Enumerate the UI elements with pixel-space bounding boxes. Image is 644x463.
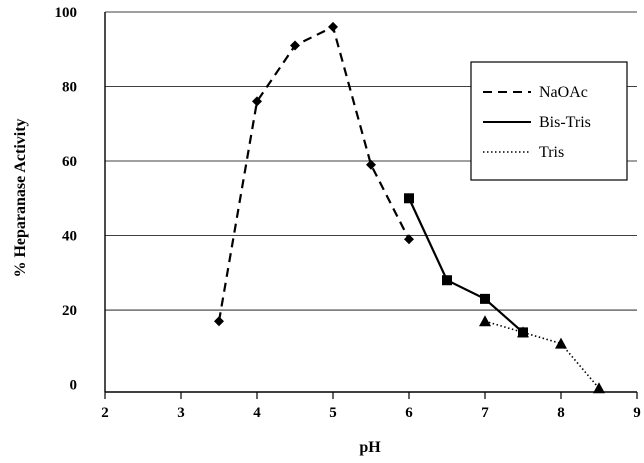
x-tick-label: 4 xyxy=(253,405,261,421)
y-tick-label: 20 xyxy=(62,303,77,319)
legend-label: Tris xyxy=(539,144,564,161)
legend-label: NaOAc xyxy=(539,84,588,101)
tick-labels: 0 20 40 60 80 100 2 3 4 5 6 7 8 9 xyxy=(55,5,641,421)
series-line xyxy=(408,197,524,334)
y-tick-label: 80 xyxy=(62,80,77,96)
axes xyxy=(104,12,638,399)
legend: NaOAc Bis-Tris Tris xyxy=(470,61,628,181)
series-naoac xyxy=(214,21,414,327)
triangle-marker xyxy=(593,382,605,394)
diamond-marker xyxy=(328,21,338,32)
diamond-marker xyxy=(290,40,300,51)
legend-label: Bis-Tris xyxy=(539,114,591,131)
x-tick-label: 8 xyxy=(557,405,565,421)
x-tick-label: 3 xyxy=(177,405,185,421)
diamond-marker xyxy=(366,159,376,170)
series-line xyxy=(484,320,600,389)
y-tick-label: 100 xyxy=(55,5,78,21)
y-axis-title: % Heparanase Activity xyxy=(12,118,29,277)
triangle-marker xyxy=(555,337,567,349)
data-series xyxy=(214,21,605,394)
x-axis-title: pH xyxy=(359,439,381,456)
y-tick-label: 0 xyxy=(70,378,78,394)
series-tris xyxy=(479,315,605,394)
diamond-marker xyxy=(252,96,262,107)
y-tick-label: 40 xyxy=(62,229,77,245)
x-tick-label: 2 xyxy=(101,405,109,421)
square-marker xyxy=(480,293,490,304)
square-marker xyxy=(442,275,452,286)
x-tick-label: 9 xyxy=(633,405,641,421)
series-line xyxy=(217,25,410,322)
diamond-marker xyxy=(404,234,414,245)
square-marker xyxy=(404,193,414,204)
x-tick-label: 5 xyxy=(329,405,337,421)
x-tick-label: 6 xyxy=(405,405,413,421)
series-bis-tris xyxy=(404,193,528,338)
y-tick-label: 60 xyxy=(62,154,77,170)
triangle-marker xyxy=(517,326,529,338)
triangle-marker xyxy=(479,315,491,327)
x-tick-label: 7 xyxy=(481,405,489,421)
diamond-marker xyxy=(214,316,224,327)
